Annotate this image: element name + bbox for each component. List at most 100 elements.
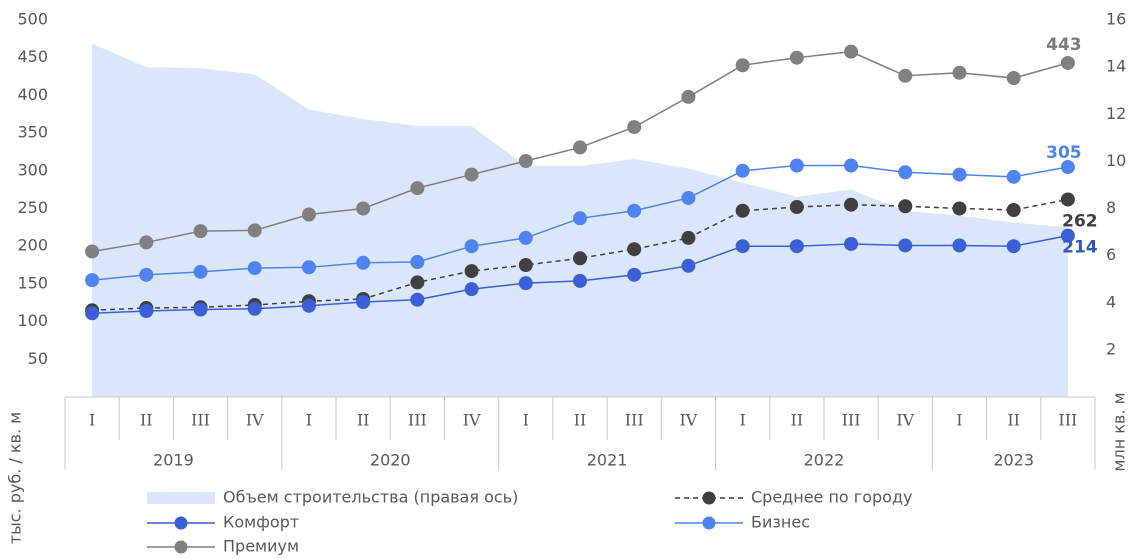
marker [301,298,316,313]
x-tick-label: IV [246,411,264,430]
marker [139,235,154,250]
data-label: 305 [1046,143,1082,163]
marker [789,158,804,173]
marker [681,89,696,104]
marker [464,264,479,279]
y-tick-label: 150 [17,273,48,292]
y-axis-label: тыс. руб. / кв. м [6,412,25,544]
marker [844,197,859,212]
y2-tick-label: 14 [1106,57,1126,76]
x-tick-label: II [357,411,370,430]
marker [301,207,316,222]
marker [627,120,642,135]
marker [844,158,859,173]
marker [464,239,479,254]
marker [735,163,750,178]
marker [410,275,425,290]
marker [464,282,479,297]
marker [573,251,587,266]
x-tick-label: I [956,411,962,430]
marker [573,140,587,155]
marker [952,238,967,253]
marker [898,165,913,180]
x-tick-label: II [574,411,587,430]
x-tick-label: II [791,411,804,430]
legend-marker [174,540,188,554]
marker [735,203,750,218]
y-tick-label: 500 [17,10,48,29]
legend-marker [174,516,188,530]
marker [844,44,859,59]
marker [627,267,642,282]
marker [518,230,533,245]
y-tick-label: 450 [17,47,48,66]
legend-swatch [147,492,215,504]
x-tick-label: I [306,411,312,430]
marker [1060,160,1075,175]
marker [1060,55,1075,70]
marker [952,167,967,182]
marker [139,267,154,282]
x-tick-label: IV [896,411,914,430]
marker [573,273,587,288]
x-tick-label: IV [463,411,481,430]
marker [410,255,425,270]
x-tick-label: IV [679,411,697,430]
y-tick-label: 300 [17,160,48,179]
marker [356,255,371,270]
marker [410,181,425,196]
data-label: 443 [1046,35,1082,55]
legend-marker [702,516,716,530]
marker [356,294,371,309]
marker [681,230,696,245]
marker [898,238,913,253]
marker [85,306,100,321]
marker [898,68,913,83]
marker [1006,239,1021,254]
marker [356,201,371,216]
legend-label: Среднее по городу [751,488,912,507]
y-tick-label: 200 [17,236,48,255]
marker [1006,169,1021,184]
marker [844,236,859,251]
y-tick-label: 100 [17,311,48,330]
marker [952,201,967,216]
x-group-label: 2019 [153,451,194,470]
x-group-label: 2023 [993,451,1034,470]
y2-tick-label: 8 [1106,198,1116,217]
y-tick-label: 250 [17,198,48,217]
marker [627,203,642,218]
x-tick-label: II [140,411,153,430]
legend-label: Объем строительства (правая ось) [223,488,518,507]
marker [410,292,425,307]
y-tick-label: 400 [17,85,48,104]
x-group-label: 2021 [587,451,628,470]
x-tick-label: I [739,411,745,430]
marker [193,302,208,317]
x-group-label: 2022 [804,451,845,470]
data-label: 214 [1062,238,1098,258]
marker [139,304,154,319]
marker [193,264,208,279]
marker [247,301,262,316]
marker [464,167,479,182]
x-tick-label: III [191,411,210,430]
y2-tick-label: 2 [1106,339,1116,358]
marker [247,223,262,238]
x-tick-label: II [1007,411,1020,430]
x-tick-label: I [89,411,95,430]
legend-label: Комфорт [223,513,299,532]
marker [789,239,804,254]
marker [1060,192,1075,207]
x-tick-label: III [842,411,861,430]
y2-tick-label: 6 [1106,245,1116,264]
marker [518,276,533,291]
marker [735,58,750,73]
data-label: 262 [1062,211,1098,231]
legend-label: Премиум [223,537,299,556]
y2-tick-label: 16 [1106,10,1126,29]
x-tick-label: I [523,411,529,430]
y2-tick-label: 12 [1106,104,1126,123]
marker [518,258,533,273]
